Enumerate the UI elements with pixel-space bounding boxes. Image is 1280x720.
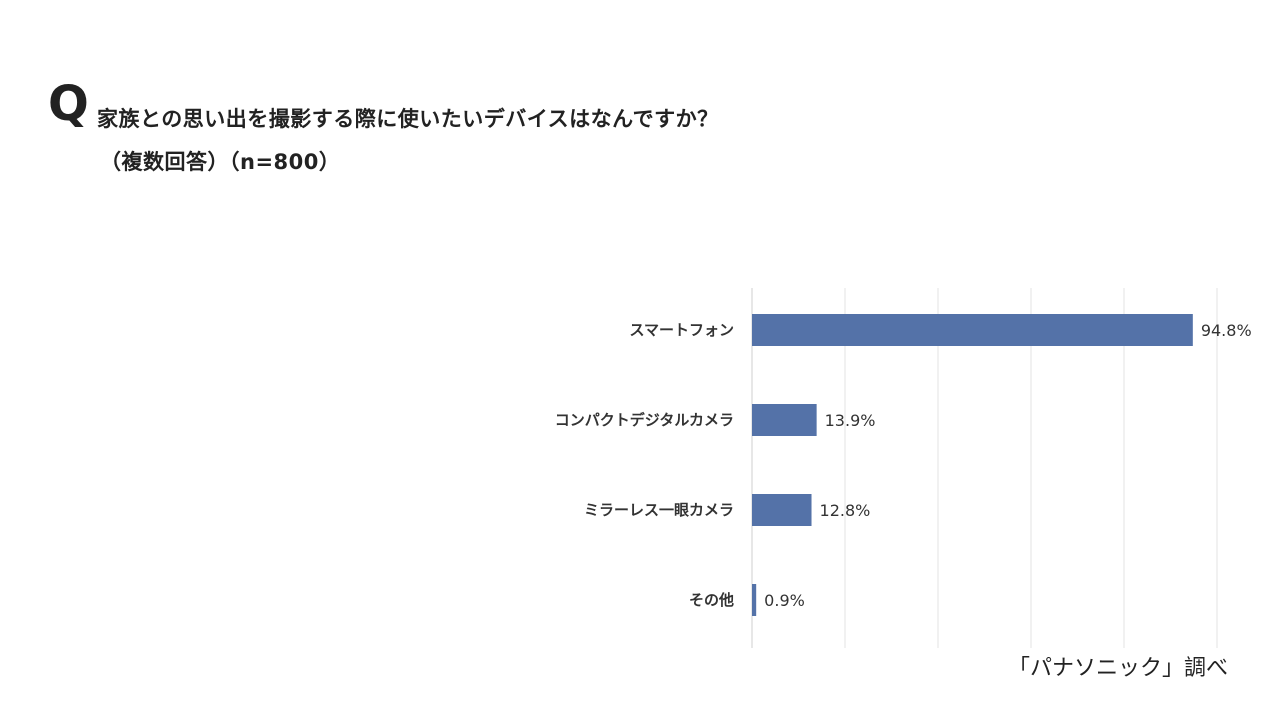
bar-0 <box>752 314 1193 346</box>
question-mark-label: Q <box>48 76 89 132</box>
source-note: 「パナソニック」調べ <box>1007 656 1228 681</box>
value-label-2: 12.8% <box>820 501 871 520</box>
bar-2 <box>752 494 812 526</box>
category-label-3: その他 <box>689 591 734 609</box>
category-label-2: ミラーレス一眼カメラ <box>584 501 734 519</box>
bar-1 <box>752 404 817 436</box>
category-label-0: スマートフォン <box>629 321 734 339</box>
value-label-0: 94.8% <box>1201 321 1252 340</box>
bar-3 <box>752 584 757 616</box>
category-label-1: コンパクトデジタルカメラ <box>555 411 734 429</box>
value-label-1: 13.9% <box>825 411 876 430</box>
value-label-3: 0.9% <box>764 591 805 610</box>
chart-subtitle: （複数回答）（n=800） <box>100 150 341 174</box>
chart-title: 家族との思い出を撮影する際に使いたいデバイスはなんですか？ <box>97 107 719 131</box>
